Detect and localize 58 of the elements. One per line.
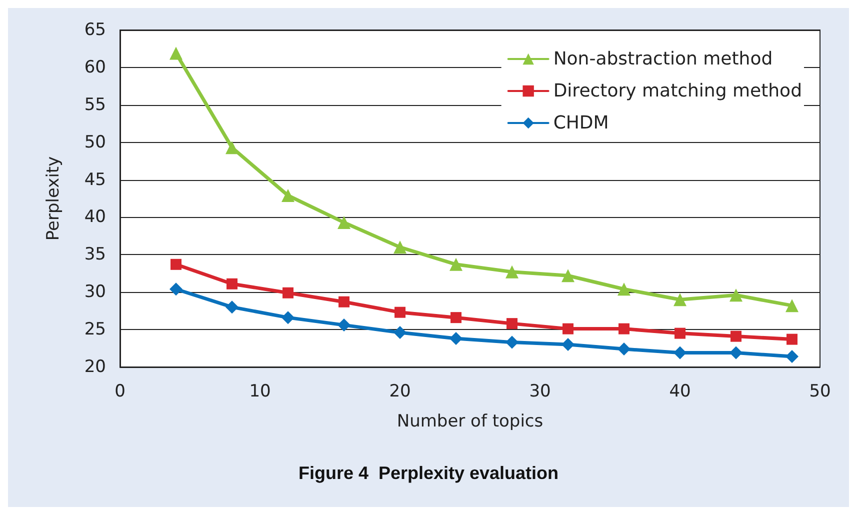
point bbox=[450, 258, 462, 271]
x-tick-label: 0 bbox=[114, 382, 126, 402]
point bbox=[730, 330, 742, 342]
point bbox=[562, 323, 574, 334]
point bbox=[506, 336, 518, 349]
x-tick-label: 20 bbox=[389, 382, 411, 402]
point bbox=[170, 46, 182, 60]
legend-label: Directory matching method bbox=[553, 80, 802, 102]
point bbox=[338, 216, 350, 229]
point bbox=[338, 318, 350, 332]
point bbox=[506, 265, 518, 278]
point bbox=[786, 299, 798, 312]
point bbox=[618, 323, 630, 334]
y-tick-label: 55 bbox=[84, 94, 106, 115]
text: Figure 4 Perplexity evaluation bbox=[298, 463, 559, 483]
point bbox=[674, 293, 686, 306]
y-tick-label: 65 bbox=[84, 20, 106, 40]
point bbox=[786, 350, 798, 364]
legend-label: CHDM bbox=[553, 112, 609, 134]
point bbox=[786, 334, 798, 345]
y-tick-label: 20 bbox=[84, 357, 106, 377]
point bbox=[226, 141, 238, 154]
y-tick-label: 40 bbox=[84, 207, 106, 228]
x-axis-title: Number of topics bbox=[396, 412, 544, 432]
y-tick-label: 35 bbox=[84, 244, 106, 265]
point bbox=[394, 240, 406, 254]
y-tick-label: 25 bbox=[84, 320, 106, 340]
point bbox=[226, 278, 238, 290]
point bbox=[562, 338, 574, 352]
x-tick-label: 30 bbox=[529, 382, 551, 402]
point bbox=[730, 346, 742, 360]
point bbox=[450, 332, 462, 346]
point bbox=[506, 318, 518, 330]
point bbox=[674, 346, 686, 360]
point bbox=[618, 282, 630, 296]
y-tick-label: 50 bbox=[84, 132, 106, 152]
point bbox=[394, 306, 406, 318]
point bbox=[170, 258, 182, 270]
x-tick-label: 40 bbox=[669, 382, 691, 402]
x-tick-label: 50 bbox=[809, 382, 831, 402]
point bbox=[674, 328, 686, 339]
y-axis-title: Perplexity bbox=[44, 156, 64, 241]
point bbox=[282, 311, 294, 324]
legend-label: Non-abstraction method bbox=[553, 48, 773, 70]
point bbox=[394, 326, 406, 340]
point bbox=[338, 296, 350, 308]
point bbox=[282, 287, 294, 298]
y-tick-label: 45 bbox=[84, 170, 106, 190]
point bbox=[170, 282, 182, 296]
point bbox=[226, 300, 238, 314]
y-tick-label: 30 bbox=[84, 282, 106, 302]
point bbox=[450, 312, 462, 324]
point bbox=[562, 269, 574, 282]
point bbox=[282, 189, 294, 202]
point bbox=[618, 342, 630, 356]
point bbox=[730, 288, 742, 302]
y-tick-label: 60 bbox=[84, 57, 106, 78]
x-tick-label: 10 bbox=[249, 382, 271, 402]
